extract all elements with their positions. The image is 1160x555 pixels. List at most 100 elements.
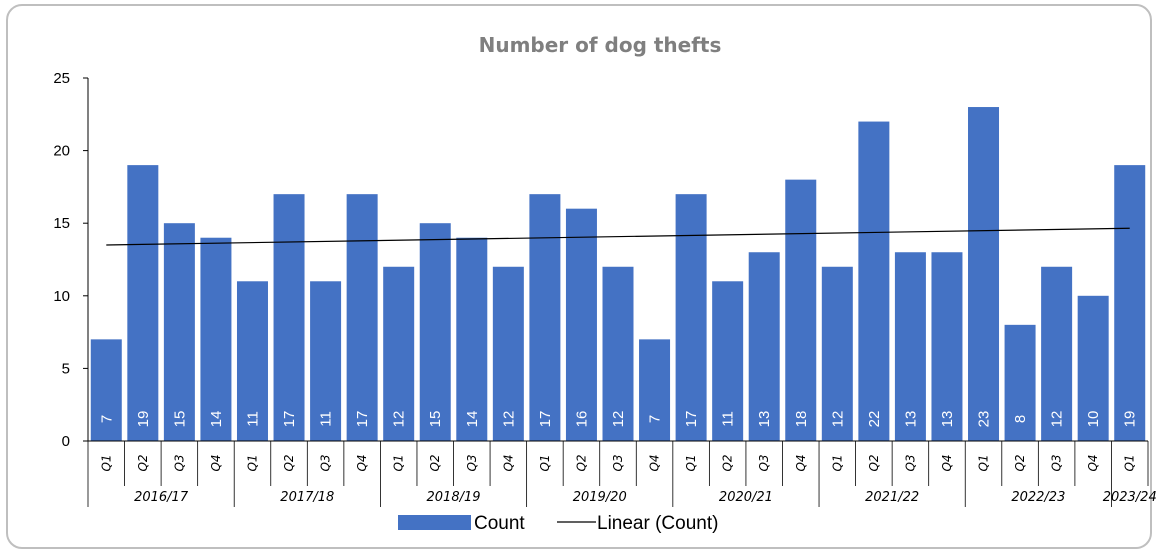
- bar-data-label: 8: [1012, 415, 1029, 423]
- bar-data-label: 13: [939, 411, 956, 428]
- x-tick-label: Q4: [940, 454, 954, 471]
- bar: [968, 107, 1000, 441]
- x-tick-label: Q1: [684, 454, 698, 471]
- bar: [894, 252, 926, 441]
- bar: [383, 266, 415, 441]
- x-tick-label: Q2: [867, 454, 881, 471]
- chart-title: Number of dog thefts: [479, 33, 722, 57]
- group-label: 2022/23: [1011, 490, 1065, 505]
- bar: [785, 179, 817, 441]
- bar-data-label: 17: [683, 411, 700, 428]
- x-tick-label: Q3: [1050, 454, 1064, 471]
- bar-data-label: 19: [135, 411, 152, 428]
- x-tick-label: Q1: [245, 454, 259, 471]
- y-tick-label: 5: [62, 360, 70, 377]
- bar-data-label: 17: [281, 411, 298, 428]
- bar: [236, 281, 268, 441]
- bar-data-label: 16: [573, 411, 590, 428]
- x-tick-label: Q1: [977, 454, 991, 471]
- bar-data-label: 17: [537, 411, 554, 428]
- x-tick-label: Q3: [172, 454, 186, 471]
- bar-data-label: 14: [208, 411, 225, 428]
- x-tick-label: Q2: [282, 454, 296, 471]
- group-label: 2018/19: [427, 490, 481, 505]
- bar-data-label: 12: [610, 411, 627, 428]
- group-label: 2020/21: [719, 490, 773, 505]
- bar-data-label: 14: [464, 411, 481, 428]
- bar-data-label: 18: [793, 411, 810, 428]
- bar: [492, 266, 524, 441]
- x-tick-label: Q1: [830, 454, 844, 471]
- bar-data-label: 22: [866, 411, 883, 428]
- bar: [821, 266, 853, 441]
- x-tick-label: Q1: [99, 454, 113, 471]
- y-tick-label: 25: [53, 70, 70, 87]
- x-tick-label: Q4: [209, 454, 223, 471]
- y-tick-label: 20: [53, 143, 70, 160]
- bar: [529, 194, 561, 441]
- x-tick-label: Q3: [319, 454, 333, 471]
- x-tick-label: Q2: [574, 454, 588, 471]
- bar: [931, 252, 963, 441]
- bar-data-label: 23: [976, 411, 993, 428]
- group-label: 2021/22: [865, 490, 919, 505]
- x-tick-label: Q2: [136, 454, 150, 471]
- group-label: 2019/20: [573, 490, 627, 505]
- bar-data-label: 11: [244, 411, 261, 427]
- group-label: 2023/24: [1103, 490, 1157, 505]
- bar: [346, 194, 378, 441]
- bar: [602, 266, 634, 441]
- bar: [1041, 266, 1073, 441]
- bar-data-label: 19: [1122, 411, 1139, 428]
- bar-data-label: 17: [354, 411, 371, 428]
- bar-data-label: 12: [391, 411, 408, 428]
- bar: [163, 223, 195, 441]
- bar-data-label: 13: [756, 411, 773, 428]
- x-tick-label: Q4: [355, 454, 369, 471]
- legend: Count Linear (Count): [398, 513, 718, 534]
- bar: [127, 165, 159, 441]
- legend-label-trend: Linear (Count): [597, 513, 718, 534]
- bar: [1077, 295, 1109, 441]
- group-label: 2017/18: [280, 490, 334, 505]
- bars-group: 7 19 15 14 11 17 11 17 12 15 14 12 17 16 12 7 17 11 13 18 12…: [90, 107, 1146, 441]
- bar-data-label: 11: [318, 411, 335, 427]
- x-tick-label: Q3: [903, 454, 917, 471]
- bar-data-label: 12: [1049, 411, 1066, 428]
- x-tick-label: Q2: [1013, 454, 1027, 471]
- x-tick-label: Q1: [1123, 454, 1137, 471]
- bar-data-label: 13: [902, 411, 919, 428]
- y-tick-label: 15: [53, 215, 70, 232]
- x-tick-label: Q1: [538, 454, 552, 471]
- bar-data-label: 11: [720, 411, 737, 427]
- bar-data-label: 7: [98, 415, 115, 423]
- bar: [858, 121, 890, 441]
- bar: [1004, 324, 1036, 441]
- x-tick-label: Q1: [392, 454, 406, 471]
- x-tick-label: Q3: [465, 454, 479, 471]
- bar: [565, 208, 597, 441]
- x-tick-label: Q2: [721, 454, 735, 471]
- x-axis: Q1 Q2 Q3 Q4 Q1 Q2 Q3 Q4 Q1 Q2 Q3 Q4 Q1 Q2 Q3 Q4 Q1 Q2 Q3 Q4…: [87, 440, 1157, 507]
- y-tick-label: 0: [62, 433, 70, 450]
- bar-data-label: 12: [829, 411, 846, 428]
- x-tick-label: Q4: [501, 454, 515, 471]
- trendline: [106, 227, 1130, 246]
- bar: [675, 194, 707, 441]
- bar: [90, 339, 122, 441]
- bar: [456, 237, 488, 441]
- x-tick-label: Q4: [1086, 454, 1100, 471]
- bar-data-label: 12: [500, 411, 517, 428]
- bar: [310, 281, 342, 441]
- bar: [712, 281, 744, 441]
- y-tick-label: 10: [53, 288, 70, 305]
- legend-swatch-count: [398, 515, 471, 530]
- x-tick-label: Q4: [794, 454, 808, 471]
- bar-data-label: 10: [1085, 411, 1102, 428]
- bar: [200, 237, 232, 441]
- bar-data-label: 15: [427, 411, 444, 428]
- x-tick-label: Q3: [611, 454, 625, 471]
- x-tick-label: Q2: [428, 454, 442, 471]
- bar-data-label: 7: [647, 415, 664, 423]
